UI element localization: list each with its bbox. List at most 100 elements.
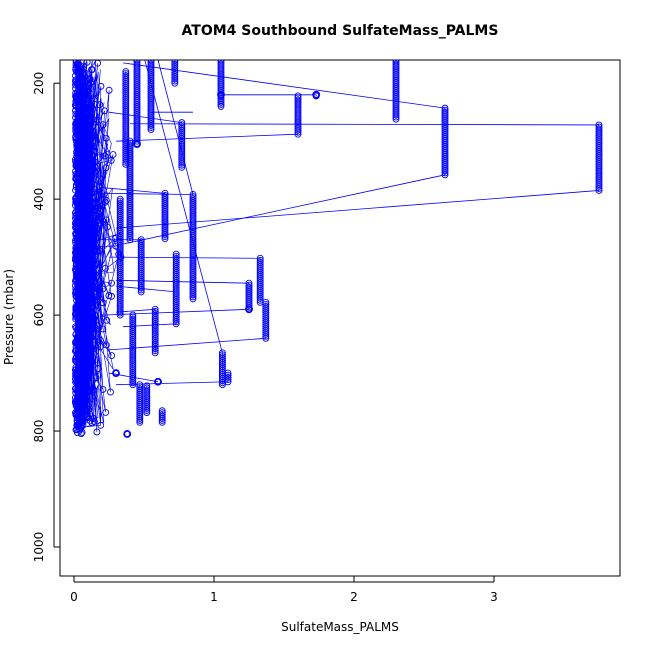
data-point xyxy=(75,152,83,160)
data-column xyxy=(294,92,302,138)
data-point xyxy=(85,246,92,254)
data-point xyxy=(80,319,88,327)
data-point xyxy=(84,406,92,414)
data-point xyxy=(75,97,83,105)
data-point xyxy=(136,418,144,426)
data-point xyxy=(81,312,89,320)
x-tick-label: 2 xyxy=(350,590,358,604)
data-point xyxy=(99,325,107,333)
connector-line xyxy=(108,111,182,124)
data-point xyxy=(76,282,83,290)
data-point xyxy=(245,305,253,314)
data-point xyxy=(92,324,100,332)
data-point xyxy=(73,378,80,385)
data-point xyxy=(74,306,82,314)
data-point xyxy=(441,171,449,179)
data-point xyxy=(85,386,93,394)
data-point xyxy=(92,374,100,382)
y-tick-label: 800 xyxy=(32,420,46,443)
data-point xyxy=(71,81,79,89)
data-point xyxy=(189,295,197,303)
data-point xyxy=(76,408,84,416)
data-point xyxy=(72,60,80,66)
data-point xyxy=(82,207,90,215)
data-point xyxy=(78,222,86,230)
data-point xyxy=(72,106,80,114)
data-point xyxy=(72,120,80,128)
data-point xyxy=(101,264,109,272)
data-point xyxy=(136,414,144,422)
data-column xyxy=(172,250,180,328)
data-point xyxy=(84,288,92,296)
data-point xyxy=(81,147,89,155)
data-point xyxy=(88,189,95,197)
data-point xyxy=(73,255,81,263)
data-point xyxy=(72,219,80,227)
data-column xyxy=(595,121,603,194)
data-point xyxy=(74,163,82,171)
connector-line xyxy=(108,372,159,383)
data-point xyxy=(262,332,270,340)
data-point xyxy=(72,98,80,105)
connector-line xyxy=(101,308,250,316)
data-point xyxy=(74,203,82,211)
data-point xyxy=(107,157,115,164)
data-point xyxy=(90,417,98,425)
data-point xyxy=(102,134,110,142)
data-point xyxy=(151,347,159,355)
data-point xyxy=(79,402,87,410)
data-point xyxy=(217,102,225,110)
data-point xyxy=(224,369,232,377)
y-tick-label: 200 xyxy=(32,72,46,95)
data-point xyxy=(151,349,159,357)
data-column xyxy=(262,298,270,342)
data-point xyxy=(147,122,155,129)
data-point xyxy=(441,169,449,177)
connector-line xyxy=(101,192,194,195)
data-point xyxy=(103,223,111,231)
data-point xyxy=(161,235,169,243)
data-column xyxy=(143,382,151,416)
data-point xyxy=(76,63,84,71)
data-point xyxy=(72,197,80,205)
data-point xyxy=(97,343,105,351)
data-point xyxy=(595,184,603,192)
data-point xyxy=(112,242,120,250)
data-point xyxy=(217,90,225,99)
data-point xyxy=(71,265,79,273)
data-point xyxy=(256,294,264,302)
data-point xyxy=(74,407,82,415)
data-point xyxy=(107,388,114,396)
data-point xyxy=(80,173,88,181)
connector-line xyxy=(122,62,446,109)
data-point xyxy=(94,204,102,212)
data-point xyxy=(90,414,98,422)
plot-frame xyxy=(59,59,621,577)
data-point xyxy=(83,214,91,222)
data-point xyxy=(94,292,102,299)
data-point xyxy=(87,155,94,163)
data-point xyxy=(81,277,89,285)
data-point xyxy=(86,75,94,83)
data-point xyxy=(75,143,83,151)
data-column xyxy=(133,60,141,145)
data-point xyxy=(133,140,141,148)
data-point xyxy=(137,286,145,294)
data-point xyxy=(294,126,302,134)
data-point xyxy=(87,220,95,228)
data-point xyxy=(77,413,85,420)
connector-line xyxy=(115,174,446,246)
data-point xyxy=(86,387,94,395)
data-point xyxy=(133,135,141,143)
data-point xyxy=(143,409,151,416)
data-point xyxy=(224,371,232,379)
x-axis: 0 1 2 3 xyxy=(70,576,498,604)
y-tick-label: 1000 xyxy=(32,532,46,563)
data-point xyxy=(101,198,109,206)
data-point xyxy=(77,430,85,438)
data-point xyxy=(81,404,89,412)
data-point xyxy=(73,304,81,312)
data-point xyxy=(72,363,80,371)
connector-line xyxy=(129,123,600,126)
